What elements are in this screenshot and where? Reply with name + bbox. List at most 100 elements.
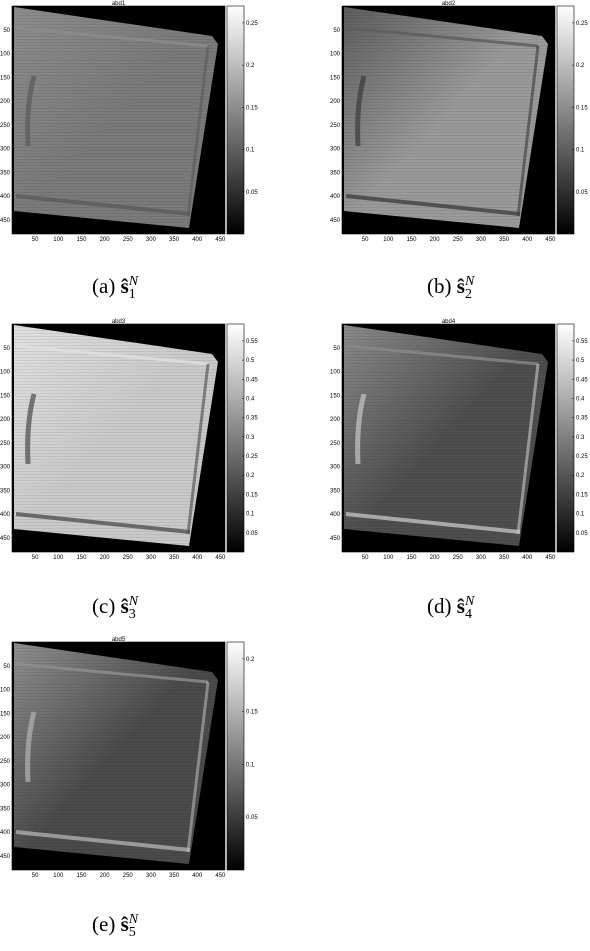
panel-b: abd2 50 100 150 200 250 300 350 400 450 50 100 150 20…: [330, 0, 590, 250]
x-tick-label: 400: [192, 555, 203, 561]
x-tick-label: 400: [522, 555, 533, 561]
y-tick-label: 150: [330, 393, 341, 399]
x-tick-label: 100: [383, 237, 394, 243]
plot-frame: [11, 323, 226, 553]
caption-e-sub: 5: [128, 925, 136, 941]
y-tick-label: 50: [3, 346, 10, 352]
colorbar-tick-label: 0.2: [246, 63, 255, 69]
y-tick-label: 50: [3, 28, 10, 34]
x-tick-label: 50: [362, 555, 369, 561]
x-tick-label: 50: [32, 237, 39, 243]
x-tick-label: 150: [76, 873, 87, 879]
y-tick-label: 200: [330, 417, 341, 423]
image-right-band: [186, 363, 210, 535]
x-tick-label: 350: [169, 555, 180, 561]
y-tick-label: 450: [330, 218, 341, 224]
caption-b-sup: N: [464, 274, 475, 289]
y-tick-label: 150: [330, 75, 341, 81]
y-tick-label: 250: [330, 441, 341, 447]
x-tick-label: 300: [476, 555, 487, 561]
colorbar-tick-label: 0.35: [246, 416, 258, 422]
colorbar-tick-label: 0.05: [246, 815, 258, 821]
caption-c-symbol: ŝ: [120, 594, 129, 618]
colorbar-tick-label: 0.1: [576, 148, 585, 154]
plot-frame: [341, 5, 556, 235]
y-tick-label: 300: [330, 465, 341, 471]
colorbar-tick-label: 0.15: [576, 105, 588, 111]
x-tick-label: 400: [192, 873, 203, 879]
y-tick-label: 250: [0, 123, 11, 129]
y-tick-label: 200: [0, 99, 11, 105]
x-tick-label: 150: [76, 237, 87, 243]
panel-c: abd3 50 100 150 200 250 300 350 400 450 50 100 150 20…: [0, 318, 258, 568]
y-tick-label: 200: [330, 99, 341, 105]
colorbar-tick-label: 0.35: [576, 416, 588, 422]
y-tick-label: 100: [0, 52, 11, 58]
colorbar: [556, 323, 575, 553]
colorbar-tick-label: 0.4: [576, 396, 585, 402]
y-tick-label: 450: [0, 218, 11, 224]
x-tick-label: 400: [192, 237, 203, 243]
y-tick-label: 400: [0, 512, 11, 518]
caption-a-sub: 1: [128, 287, 136, 303]
x-tick-label: 350: [169, 873, 180, 879]
colorbar-tick-label: 0.1: [576, 512, 585, 518]
colorbar-tick-label: 0.2: [246, 473, 255, 479]
x-tick-label: 150: [406, 555, 417, 561]
y-tick-label: 150: [0, 75, 11, 81]
image-top-band: [15, 344, 209, 366]
y-tick-label: 100: [0, 688, 11, 694]
caption-a-sup: N: [128, 274, 139, 289]
colorbar-tick-label: 0.55: [246, 339, 258, 345]
colorbar-tick-label: 0.2: [246, 657, 255, 663]
y-tick-label: 350: [0, 170, 11, 176]
colorbar-tick-label: 0.05: [576, 190, 588, 196]
colorbar-tick-label: 0.1: [246, 512, 255, 518]
y-tick-label: 100: [330, 52, 341, 58]
x-tick-label: 100: [53, 555, 64, 561]
x-tick-label: 50: [362, 237, 369, 243]
x-tick-label: 250: [123, 237, 134, 243]
caption-b-sub: 2: [464, 287, 472, 303]
caption-a: (a) ŝ1N: [92, 274, 138, 303]
caption-d-sup: N: [464, 594, 475, 609]
colorbar-tick-label: 0.5: [576, 358, 585, 364]
image-left-mark: [25, 393, 37, 465]
caption-d-symbol: ŝ: [456, 594, 465, 618]
colorbar-tick-label: 0.55: [576, 339, 588, 345]
caption-b-symbol: ŝ: [456, 274, 465, 298]
image-top-band: [15, 662, 209, 684]
caption-a-symbol: ŝ: [120, 274, 129, 298]
y-tick-label: 50: [3, 664, 10, 670]
y-tick-label: 450: [0, 854, 11, 860]
panel-title: abd3: [112, 319, 126, 325]
colorbar-tick-label: 0.05: [246, 190, 258, 196]
image-top-band: [15, 26, 209, 48]
plot-frame: [341, 323, 556, 553]
y-tick-label: 100: [0, 370, 11, 376]
x-tick-label: 450: [545, 555, 556, 561]
x-tick-label: 250: [453, 555, 464, 561]
y-tick-label: 300: [0, 783, 11, 789]
caption-c-sup: N: [128, 594, 139, 609]
y-tick-label: 150: [0, 711, 11, 717]
y-tick-label: 250: [0, 441, 11, 447]
image-bottom-band: [15, 830, 191, 852]
x-tick-label: 350: [499, 237, 510, 243]
y-tick-label: 200: [0, 735, 11, 741]
caption-e-sup: N: [128, 912, 139, 927]
y-tick-label: 200: [0, 417, 11, 423]
y-tick-label: 400: [330, 194, 341, 200]
colorbar-tick-label: 0.2: [576, 473, 585, 479]
x-tick-label: 450: [215, 555, 226, 561]
y-tick-label: 350: [330, 488, 341, 494]
x-tick-label: 100: [53, 873, 64, 879]
caption-e-symbol: ŝ: [120, 912, 129, 936]
x-tick-label: 250: [123, 555, 134, 561]
x-tick-label: 200: [430, 555, 441, 561]
y-tick-label: 400: [0, 194, 11, 200]
panel-title: abd2: [442, 1, 456, 7]
x-tick-label: 450: [215, 873, 226, 879]
y-tick-label: 450: [0, 536, 11, 542]
colorbar-tick-label: 0.1: [246, 762, 255, 768]
